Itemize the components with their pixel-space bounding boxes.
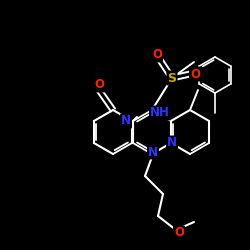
Text: O: O	[190, 68, 200, 80]
Text: S: S	[168, 72, 176, 85]
Text: N: N	[121, 114, 131, 128]
Text: O: O	[152, 48, 162, 62]
Text: N: N	[167, 136, 177, 149]
Text: N: N	[148, 146, 158, 158]
Text: O: O	[174, 226, 184, 239]
Text: NH: NH	[150, 106, 170, 120]
Text: O: O	[94, 78, 104, 92]
